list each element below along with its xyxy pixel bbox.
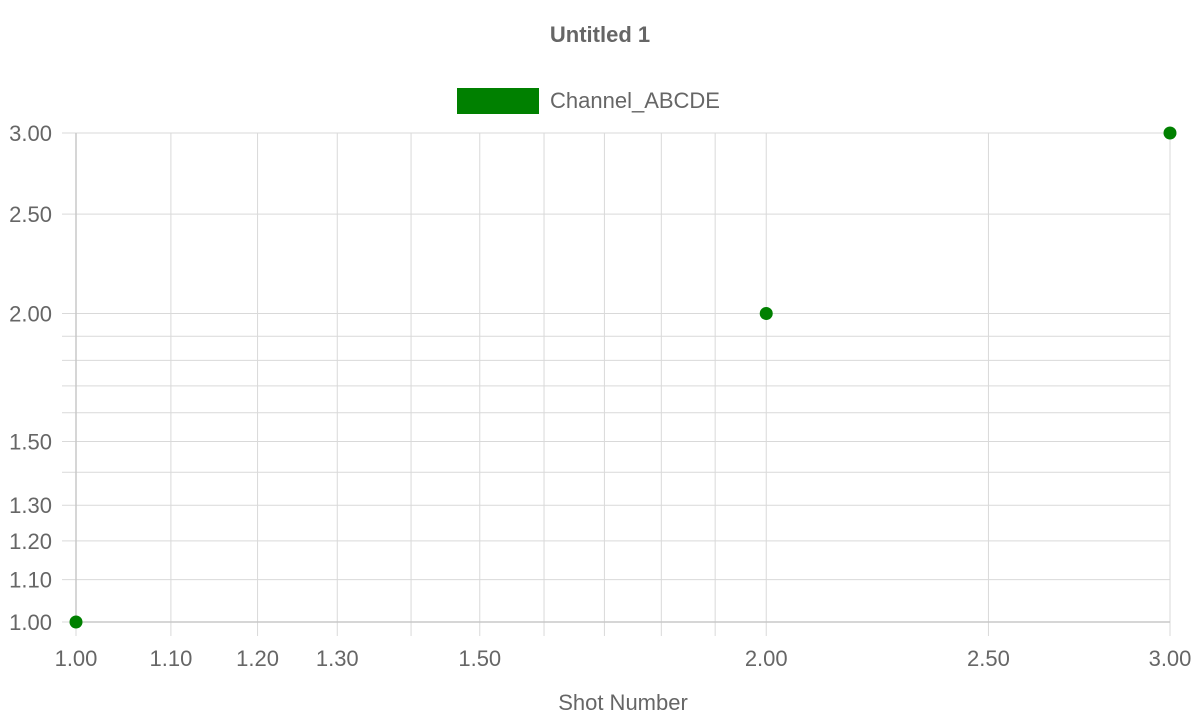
x-tick-labels: 1.00 1.10 1.20 1.30 1.50 2.00 2.50 3.00 — [55, 646, 1192, 671]
axes — [75, 133, 1170, 623]
x-tick-label: 1.10 — [149, 646, 192, 671]
legend-label: Channel_ABCDE — [550, 88, 720, 113]
x-tick-label: 1.50 — [458, 646, 501, 671]
x-axis-title: Shot Number — [558, 690, 688, 715]
y-tick-label: 1.30 — [9, 493, 52, 518]
x-tick-label: 3.00 — [1149, 646, 1192, 671]
y-tick-label: 1.50 — [9, 430, 52, 455]
x-tick-label: 2.50 — [967, 646, 1010, 671]
x-tick-label: 1.00 — [55, 646, 98, 671]
data-point[interactable] — [69, 615, 83, 629]
data-point[interactable] — [1163, 126, 1177, 140]
y-tick-label: 1.10 — [9, 568, 52, 593]
data-points — [69, 126, 1177, 629]
y-tick-labels: 1.00 1.10 1.20 1.30 1.50 2.00 2.50 3.00 — [9, 121, 52, 635]
y-tick-label: 2.00 — [9, 301, 52, 326]
x-tick-label: 1.30 — [316, 646, 359, 671]
chart-title: Untitled 1 — [550, 22, 650, 47]
x-tick-label: 2.00 — [745, 646, 788, 671]
grid — [62, 132, 1171, 636]
x-tick-label: 1.20 — [236, 646, 279, 671]
legend-swatch — [457, 88, 539, 114]
y-tick-label: 1.20 — [9, 529, 52, 554]
legend[interactable]: Channel_ABCDE — [457, 88, 720, 114]
data-point[interactable] — [759, 306, 773, 320]
y-tick-label: 1.00 — [9, 610, 52, 635]
y-tick-label: 2.50 — [9, 202, 52, 227]
y-tick-label: 3.00 — [9, 121, 52, 146]
